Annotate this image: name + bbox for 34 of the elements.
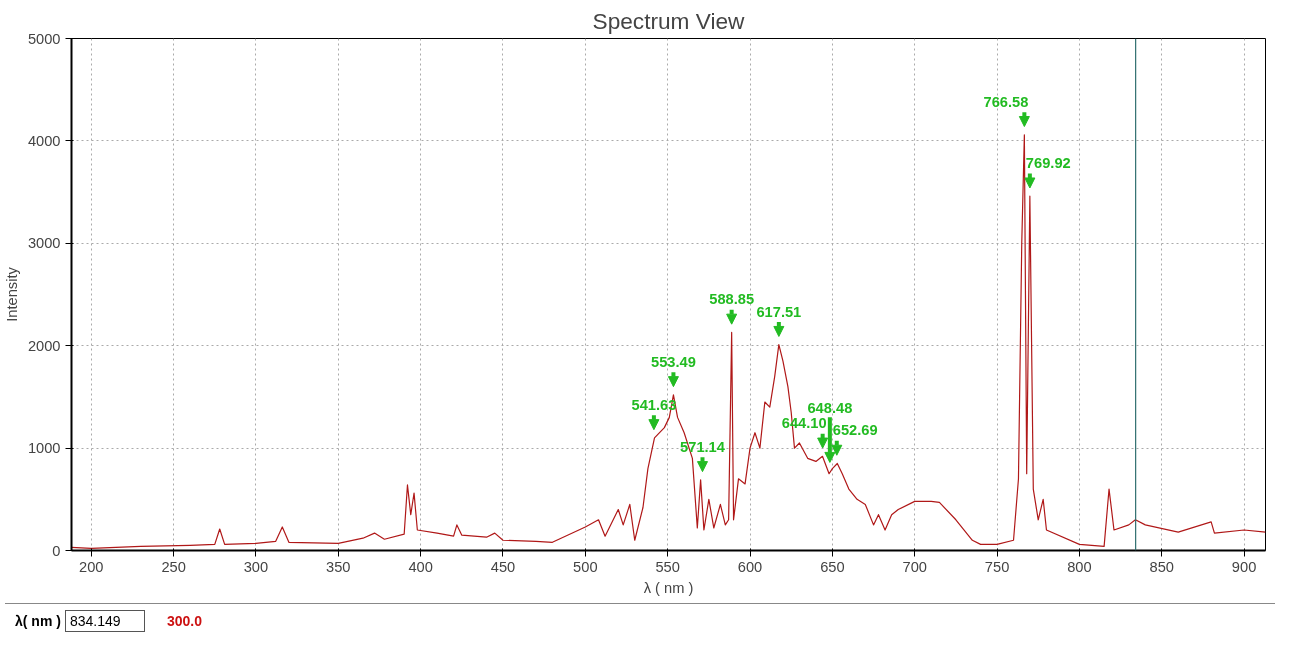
- text: 834.149: [64, 610, 145, 632]
- x-tick-label: 550: [655, 558, 680, 575]
- x-tick-label: 900: [1231, 558, 1257, 575]
- x-tick-label: 650: [820, 558, 845, 575]
- y-tick-label: 0: [52, 542, 61, 559]
- annotation: 652.69: [832, 422, 878, 439]
- x-axis-title: λ ( nm ): [643, 579, 694, 596]
- y-tick-label: 5000: [27, 30, 61, 47]
- x-tick-label: 700: [902, 558, 927, 575]
- y-tick-label: 2000: [27, 337, 61, 354]
- x-tick-label: 850: [1149, 558, 1174, 575]
- x-tick-label: 400: [408, 558, 433, 575]
- x-tick-label: 250: [161, 558, 186, 575]
- x-tick-label: 500: [573, 558, 598, 575]
- x-tick-label: 200: [79, 558, 104, 575]
- text: 300.0: [166, 613, 202, 629]
- text: λ( nm ): [15, 613, 61, 629]
- x-tick-label: 800: [1067, 558, 1092, 575]
- x-tick-label: 450: [490, 558, 516, 575]
- y-tick-label: 1000: [27, 440, 61, 457]
- annotation: 769.92: [1025, 155, 1071, 172]
- y-tick-label: 3000: [27, 235, 61, 252]
- x-tick-label: 750: [984, 558, 1010, 575]
- y-axis-title: Intensity: [3, 266, 20, 322]
- annotation: 617.51: [756, 303, 802, 320]
- x-tick-label: 350: [326, 558, 351, 575]
- y-tick-label: 4000: [27, 132, 61, 149]
- chart-title: Spectrum View: [592, 7, 746, 34]
- x-tick-label: 300: [243, 558, 269, 575]
- annotation: 588.85: [709, 291, 755, 308]
- x-tick-label: 600: [737, 558, 763, 575]
- annotation: 766.58: [983, 93, 1029, 110]
- annotation: 553.49: [651, 353, 696, 370]
- annotation: 648.48: [807, 399, 853, 416]
